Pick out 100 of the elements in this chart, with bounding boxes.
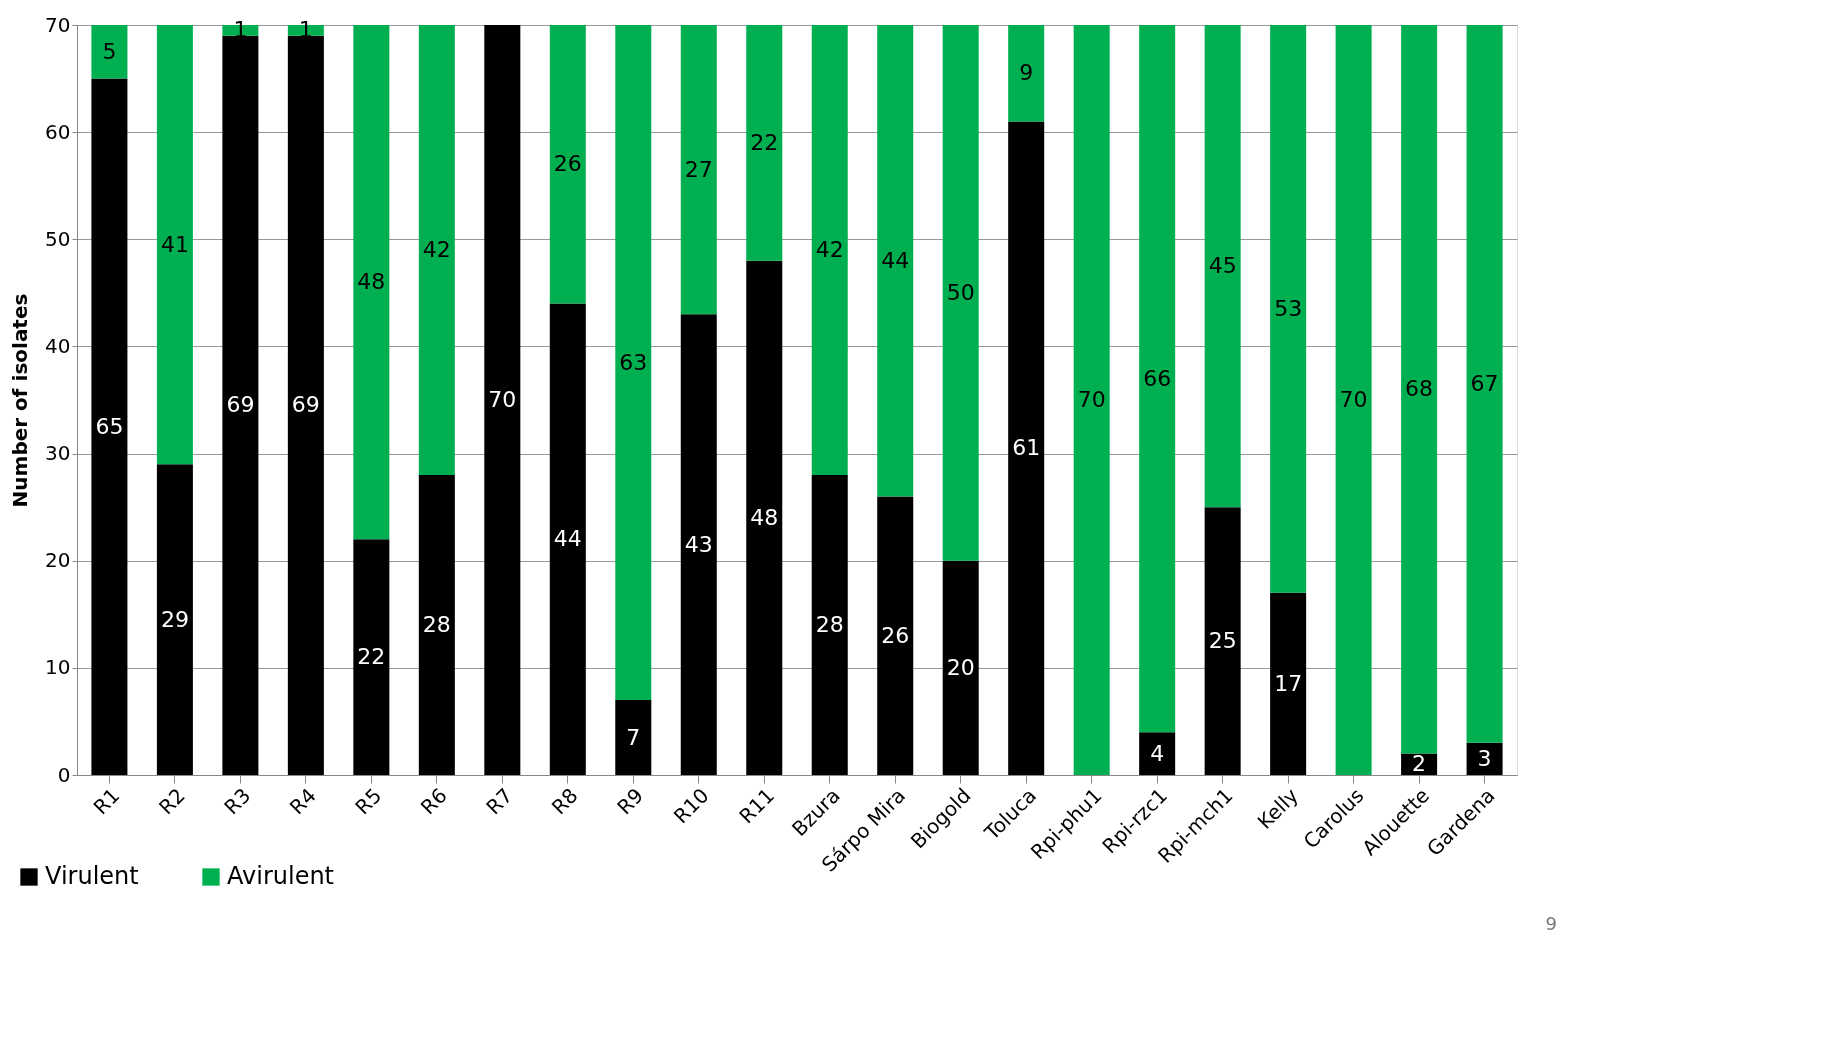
bar — [1335, 25, 1372, 775]
bar — [746, 260, 783, 775]
y-tick-label: 70 — [45, 12, 71, 37]
text: 9 — [1545, 913, 1557, 934]
y-tick-label: 50 — [45, 226, 71, 251]
bar — [1270, 592, 1307, 775]
bar — [680, 314, 717, 775]
bar — [549, 25, 586, 304]
x-tick-label: R11 — [734, 783, 780, 829]
bar — [549, 303, 586, 775]
data-label: 28 — [422, 612, 451, 637]
bar — [877, 496, 914, 775]
bar — [418, 25, 455, 475]
bar — [1139, 732, 1176, 775]
data-label: 67 — [1470, 370, 1499, 396]
x-tick-label: R2 — [153, 783, 190, 820]
y-tick-label: 20 — [45, 548, 71, 573]
data-label: 48 — [750, 504, 779, 530]
data-label: 44 — [881, 247, 910, 273]
data-label: 20 — [946, 654, 975, 680]
data-label: 70 — [1339, 387, 1368, 412]
data-label: 27 — [684, 156, 713, 182]
bar — [615, 25, 652, 700]
data-label: 43 — [684, 531, 713, 557]
data-label: 17 — [1274, 670, 1303, 696]
x-tick-label: R10 — [668, 783, 714, 829]
x-tick-label: R1 — [88, 783, 125, 820]
data-label: 66 — [1143, 365, 1172, 391]
bar — [353, 539, 390, 775]
x-tick-label: R7 — [481, 783, 518, 820]
data-label: 3 — [1477, 745, 1492, 771]
bar — [942, 560, 979, 775]
data-label: 70 — [1077, 387, 1106, 412]
x-tick-label: R3 — [219, 783, 256, 820]
bar — [1073, 25, 1110, 775]
legend-label: Virulent — [45, 862, 139, 890]
bar — [1270, 25, 1307, 593]
data-label: 45 — [1208, 253, 1237, 279]
y-tick-label: 0 — [57, 762, 71, 787]
data-label: 68 — [1405, 376, 1434, 402]
data-label: 4 — [1150, 740, 1165, 766]
data-label: 28 — [815, 612, 844, 637]
bar — [222, 35, 259, 775]
data-label: 25 — [1208, 628, 1237, 654]
bar — [1204, 507, 1241, 775]
x-tick-label: R4 — [284, 783, 321, 820]
bar — [615, 700, 652, 775]
data-label: 26 — [881, 622, 910, 648]
bar — [746, 25, 783, 261]
data-label: 41 — [160, 231, 189, 257]
x-tick-label: R9 — [612, 783, 649, 820]
bar — [91, 78, 128, 775]
bar — [484, 25, 521, 775]
data-label: 22 — [357, 644, 386, 670]
data-label: 61 — [1012, 435, 1041, 461]
data-label: 2 — [1412, 751, 1427, 777]
data-label: 69 — [226, 392, 255, 418]
data-label: 22 — [750, 129, 779, 155]
data-label: 9 — [1019, 60, 1034, 86]
data-label: 42 — [422, 237, 451, 262]
data-label: 29 — [160, 606, 189, 632]
bar — [1204, 25, 1241, 508]
bar — [811, 25, 848, 475]
x-tick-label: R5 — [350, 783, 387, 820]
data-label: 42 — [815, 237, 844, 262]
x-tick-label: R6 — [415, 783, 452, 820]
x-tick-label: R8 — [546, 783, 583, 820]
data-label: 69 — [291, 392, 320, 418]
data-label: 63 — [619, 349, 648, 375]
y-axis-title: Number of isolates — [8, 293, 33, 508]
legend-label: Avirulent — [227, 862, 335, 890]
y-tick-label: 60 — [45, 119, 71, 144]
bar — [1466, 25, 1503, 743]
bar — [1008, 25, 1045, 122]
bar — [1139, 25, 1176, 733]
data-label: 44 — [553, 526, 582, 552]
bar — [811, 475, 848, 775]
bar — [353, 25, 390, 540]
bar — [418, 475, 455, 775]
data-label: 50 — [946, 279, 975, 305]
y-tick-label: 10 — [45, 655, 71, 680]
bar — [877, 25, 914, 497]
bar — [156, 464, 193, 775]
bar — [287, 35, 324, 775]
bar — [1466, 742, 1503, 775]
bar — [1401, 25, 1438, 754]
data-label: 7 — [626, 724, 641, 750]
data-label: 48 — [357, 269, 386, 295]
data-label: 53 — [1274, 295, 1303, 321]
bar — [1008, 121, 1045, 775]
y-tick-label: 40 — [45, 333, 71, 358]
bar — [942, 25, 979, 561]
bar — [156, 25, 193, 465]
y-tick-label: 30 — [45, 441, 71, 466]
data-label: 65 — [95, 413, 124, 439]
data-label: 70 — [488, 387, 517, 412]
data-label: 5 — [102, 38, 117, 64]
data-label: 26 — [553, 151, 582, 177]
bar — [91, 25, 128, 79]
bar — [680, 25, 717, 315]
